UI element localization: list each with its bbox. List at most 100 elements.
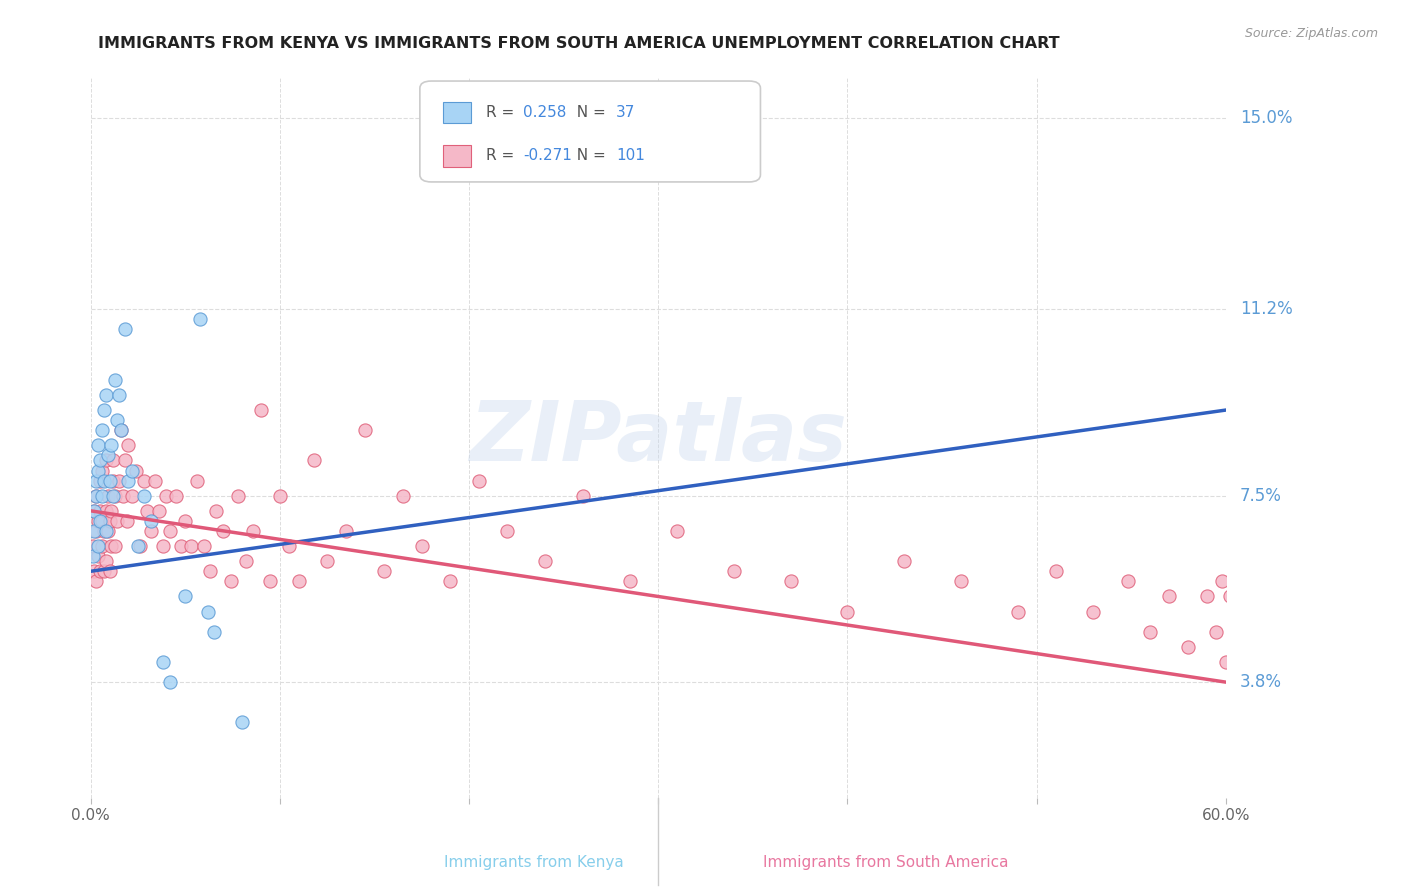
Point [439,574,461,589]
Point [111,489,134,503]
Text: R =: R = [485,148,519,163]
Point [335,524,357,538]
Point [287,574,309,589]
Point [1237,640,1260,654]
Point [180,539,202,553]
Point [190,312,212,326]
Point [89,564,111,578]
Text: 7.5%: 7.5% [1240,487,1282,505]
Text: Immigrants from South America: Immigrants from South America [763,855,1008,870]
Point [202,624,225,639]
Point [100,438,122,452]
Point [110,423,132,437]
Point [141,514,163,528]
Point [533,554,555,568]
Point [152,539,174,553]
Point [155,489,177,503]
Point [93,564,115,578]
Text: 101: 101 [616,148,645,163]
Point [1159,590,1181,604]
Text: ZIPatlas: ZIPatlas [470,397,848,478]
Point [84,474,107,488]
Point [117,474,139,488]
Point [105,413,128,427]
Point [128,539,150,553]
Point [103,489,125,503]
Point [1211,574,1233,589]
Point [242,524,264,538]
Point [93,403,115,417]
Point [619,574,641,589]
Point [91,423,114,437]
Text: Immigrants from Kenya: Immigrants from Kenya [444,855,624,870]
Point [83,524,105,538]
Point [1233,725,1256,739]
Point [91,489,114,503]
Point [950,574,973,589]
Point [1007,605,1029,619]
Point [89,474,111,488]
Point [269,489,291,503]
Point [98,514,121,528]
Point [159,675,181,690]
Point [94,453,117,467]
Point [121,489,143,503]
Point [198,564,221,578]
Point [302,453,325,467]
Point [1219,590,1241,604]
Point [837,605,859,619]
Point [83,504,105,518]
Point [89,453,111,467]
Point [165,489,187,503]
Text: Source: ZipAtlas.com: Source: ZipAtlas.com [1244,27,1378,40]
Point [1045,564,1067,578]
Point [98,564,121,578]
Point [94,388,117,402]
Point [132,489,155,503]
Point [779,574,801,589]
Point [136,504,159,518]
Point [94,504,117,518]
Point [1230,675,1253,690]
Text: IMMIGRANTS FROM KENYA VS IMMIGRANTS FROM SOUTH AMERICA UNEMPLOYMENT CORRELATION : IMMIGRANTS FROM KENYA VS IMMIGRANTS FROM… [98,36,1060,51]
Point [97,524,120,538]
Point [723,564,745,578]
Point [1205,624,1227,639]
Text: -0.271: -0.271 [523,148,572,163]
Point [392,489,415,503]
Text: 11.2%: 11.2% [1240,301,1292,318]
Point [84,574,107,589]
Point [231,715,253,730]
Point [132,474,155,488]
Point [1177,640,1199,654]
Point [89,504,111,518]
Point [571,489,593,503]
Point [121,463,143,477]
Point [250,403,273,417]
Text: R =: R = [485,105,519,120]
Point [104,489,127,503]
Text: 3.8%: 3.8% [1240,673,1282,691]
Point [91,514,114,528]
Point [174,514,197,528]
Point [127,539,149,553]
Point [174,590,197,604]
Point [100,504,122,518]
Point [373,564,395,578]
Point [152,655,174,669]
FancyBboxPatch shape [443,145,471,167]
Point [467,474,489,488]
Point [84,489,107,503]
Point [278,539,301,553]
Point [204,504,226,518]
Text: 15.0%: 15.0% [1240,109,1292,127]
Point [89,514,111,528]
Point [1116,574,1139,589]
Point [83,504,105,518]
Point [666,524,689,538]
Point [87,438,110,452]
Point [103,453,125,467]
Point [411,539,433,553]
Point [1139,624,1161,639]
Point [94,524,117,538]
